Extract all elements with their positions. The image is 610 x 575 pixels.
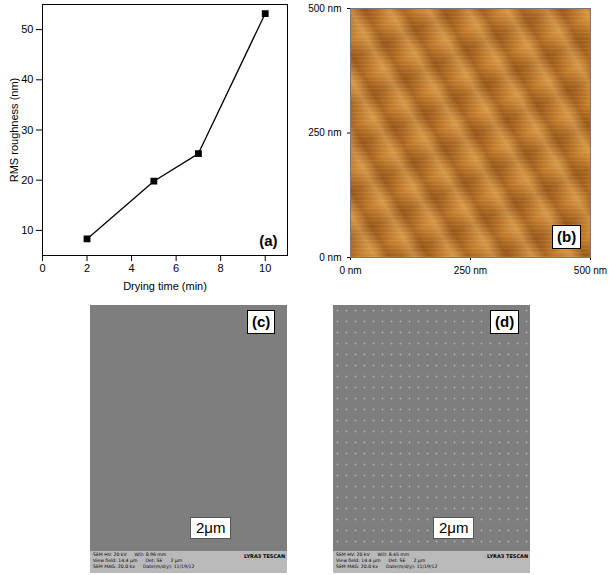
html-text:SEM HV: 20 kV: SEM HV: 20 kV [93,552,127,557]
svg-text:250 nm: 250 nm [454,265,487,276]
html-text:Det: SE: Det: SE [388,558,406,563]
svg-text:Drying time (min): Drying time (min) [123,280,207,292]
html-text:Date(m/d/y): 11/19/12: Date(m/d/y): 11/19/12 [142,564,195,569]
svg-text:8: 8 [218,262,224,274]
html-text:(d): (d) [495,313,515,330]
svg-text:0 nm: 0 nm [339,265,361,276]
svg-text:0 nm: 0 nm [319,252,341,263]
svg-text:10: 10 [21,224,33,236]
svg-text:500 nm: 500 nm [574,265,607,276]
html-text:View field: 14.4 μm: View field: 14.4 μm [93,558,138,563]
html-text:(b): (b) [557,228,577,245]
svg-text:0: 0 [39,262,45,274]
html-text:View field: 14.4 μm: View field: 14.4 μm [336,558,381,563]
svg-text:250 nm: 250 nm [308,127,341,138]
svg-text:2: 2 [84,262,90,274]
html-text:WD: 8.45 mm: WD: 8.45 mm [377,552,410,557]
svg-text:(a): (a) [259,232,277,249]
svg-text:10: 10 [259,262,271,274]
svg-text:50: 50 [21,23,33,35]
html-text:(c): (c) [252,313,271,330]
html-text:Date(m/d/y): 11/19/12: Date(m/d/y): 11/19/12 [385,564,438,569]
svg-text:6: 6 [173,262,179,274]
html-text:2μm: 2μm [439,519,469,536]
html-text:SEM MAG: 20.0 kx: SEM MAG: 20.0 kx [336,564,378,569]
html-text:LYRA3 TESCAN: LYRA3 TESCAN [487,553,529,559]
svg-text:30: 30 [21,124,33,136]
html-text:SEM HV: 20 kV: SEM HV: 20 kV [336,552,370,557]
html-text:LYRA3 TESCAN: LYRA3 TESCAN [244,553,286,559]
html-text:Det: SE: Det: SE [145,558,163,563]
html-text:2 μm: 2 μm [413,558,426,563]
svg-text:20: 20 [21,174,33,186]
html-text:SEM MAG: 20.0 kx: SEM MAG: 20.0 kx [93,564,135,569]
html-text:WD: 8.96 mm: WD: 8.96 mm [134,552,167,557]
svg-text:4: 4 [129,262,135,274]
svg-text:RMS roughness (nm): RMS roughness (nm) [8,78,20,183]
html-text:2μm: 2μm [196,519,226,536]
svg-text:40: 40 [21,73,33,85]
svg-text:500 nm: 500 nm [308,3,341,14]
html-text:2 μm: 2 μm [170,558,183,563]
